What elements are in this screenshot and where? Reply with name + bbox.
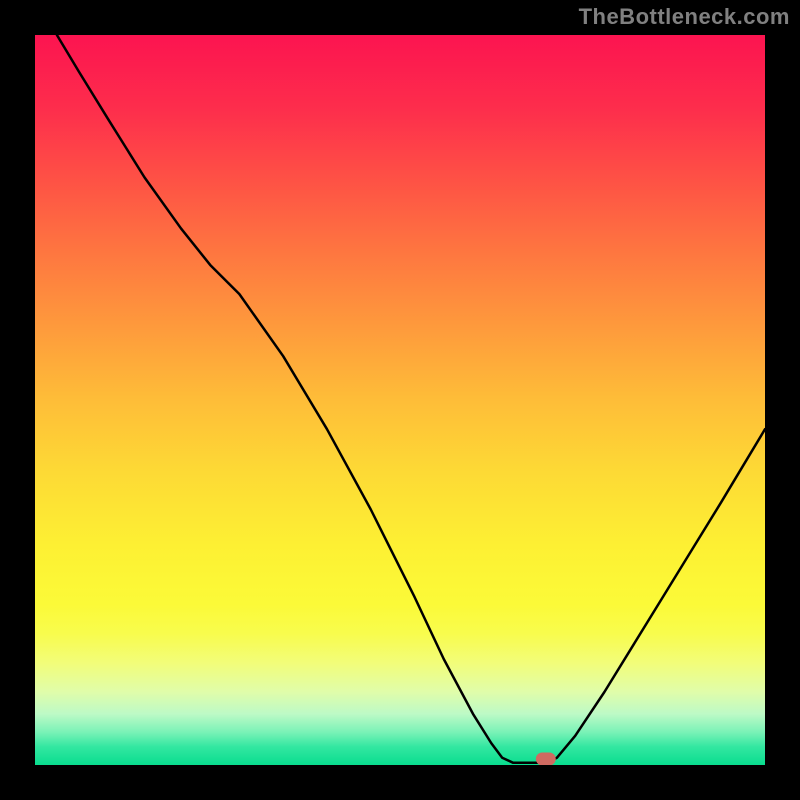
bottleneck-curve (35, 35, 765, 765)
curve-path (57, 35, 765, 763)
plot-area (35, 35, 765, 765)
optimum-marker (536, 753, 556, 765)
chart-container: TheBottleneck.com (0, 0, 800, 800)
attribution-label: TheBottleneck.com (579, 4, 790, 30)
